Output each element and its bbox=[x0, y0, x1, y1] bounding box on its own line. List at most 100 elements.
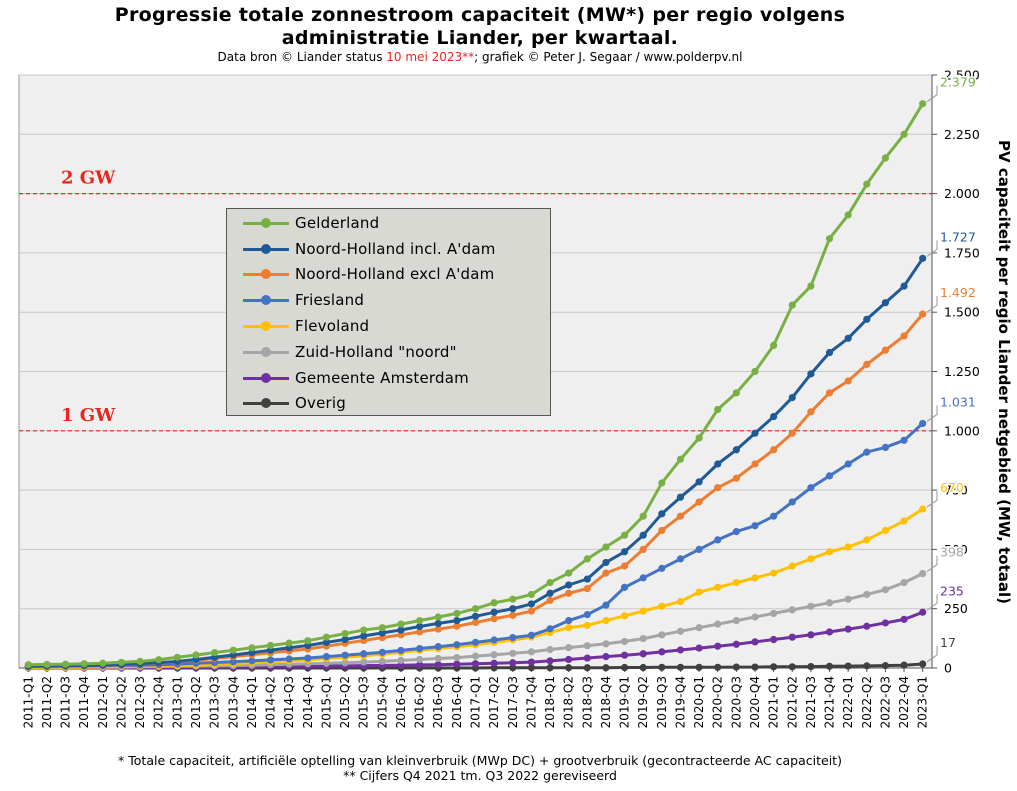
data-point bbox=[919, 419, 927, 428]
x-tick-label: 2021-Q1 bbox=[767, 676, 781, 728]
data-point bbox=[546, 596, 554, 604]
data-point bbox=[788, 301, 796, 309]
data-point bbox=[807, 370, 815, 378]
data-point bbox=[714, 536, 722, 544]
data-point bbox=[117, 658, 126, 666]
x-tick-label: 2021-Q2 bbox=[785, 676, 799, 728]
x-tick-label: 2022-Q1 bbox=[841, 676, 855, 728]
data-point bbox=[658, 631, 666, 639]
data-point bbox=[173, 653, 181, 661]
data-point bbox=[527, 658, 535, 666]
data-point bbox=[788, 562, 796, 570]
y-tick-label: 250 bbox=[944, 601, 968, 616]
data-point bbox=[658, 648, 666, 656]
data-point bbox=[863, 315, 871, 323]
data-point bbox=[602, 601, 610, 609]
data-point bbox=[583, 575, 591, 583]
end-label-leader bbox=[926, 491, 938, 508]
legend-marker-swatch bbox=[261, 346, 271, 357]
data-point bbox=[676, 555, 685, 563]
data-point bbox=[844, 460, 852, 468]
data-point bbox=[900, 130, 908, 138]
data-point bbox=[658, 510, 666, 518]
data-point bbox=[397, 626, 405, 634]
data-point bbox=[881, 619, 890, 627]
data-point bbox=[807, 484, 815, 492]
data-point bbox=[397, 620, 405, 628]
data-point bbox=[825, 599, 834, 607]
data-point bbox=[509, 634, 517, 642]
data-point bbox=[881, 662, 890, 670]
data-point bbox=[378, 657, 386, 665]
data-point bbox=[695, 644, 703, 652]
data-point bbox=[434, 619, 442, 628]
data-point bbox=[434, 613, 442, 621]
legend-symbol bbox=[243, 368, 289, 388]
x-tick-label: 2020-Q4 bbox=[748, 676, 762, 728]
data-point bbox=[397, 656, 405, 665]
data-point bbox=[676, 663, 685, 671]
data-point bbox=[583, 555, 591, 563]
x-tick-label: 2018-Q4 bbox=[599, 676, 613, 728]
data-point bbox=[620, 651, 629, 659]
data-point bbox=[751, 613, 759, 621]
data-point bbox=[471, 605, 480, 613]
x-tick-label: 2012-Q1 bbox=[96, 676, 110, 728]
data-point bbox=[695, 434, 703, 442]
data-point bbox=[602, 640, 610, 648]
data-point bbox=[565, 569, 573, 577]
x-tick-label: 2014-Q1 bbox=[245, 676, 259, 728]
y-tick-label: 2.500 bbox=[944, 68, 980, 83]
legend-symbol bbox=[243, 239, 289, 259]
legend-label: Noord-Holland incl. A'dam bbox=[295, 239, 496, 258]
data-point bbox=[546, 589, 554, 597]
data-point bbox=[43, 660, 51, 669]
data-point bbox=[639, 545, 647, 554]
data-point bbox=[490, 636, 498, 644]
data-point bbox=[620, 531, 629, 539]
x-tick-label: 2011-Q2 bbox=[40, 676, 54, 728]
end-label-leader bbox=[926, 85, 938, 103]
data-point bbox=[416, 655, 424, 664]
data-point bbox=[825, 389, 834, 397]
reference-label: 1 GW bbox=[61, 405, 116, 426]
x-tick-label: 2018-Q1 bbox=[543, 676, 557, 728]
data-point bbox=[434, 661, 442, 669]
x-tick-label: 2016-Q1 bbox=[394, 676, 408, 728]
x-tick-label: 2013-Q3 bbox=[208, 676, 222, 728]
data-point bbox=[714, 484, 722, 492]
data-point bbox=[807, 555, 815, 563]
data-point bbox=[360, 658, 368, 666]
chart-title-line2: administratie Liander, per kwartaal. bbox=[281, 27, 679, 49]
data-point bbox=[881, 586, 890, 594]
legend-marker-swatch bbox=[261, 372, 271, 383]
x-tick-label: 2011-Q3 bbox=[59, 676, 73, 728]
data-point bbox=[788, 393, 796, 402]
data-point bbox=[863, 536, 871, 544]
data-point bbox=[546, 579, 554, 587]
x-tick-label: 2018-Q3 bbox=[580, 676, 594, 728]
x-tick-label: 2020-Q2 bbox=[711, 676, 725, 728]
x-tick-label: 2017-Q1 bbox=[469, 676, 483, 728]
data-point bbox=[788, 633, 796, 641]
data-point bbox=[770, 446, 778, 454]
data-point bbox=[211, 648, 219, 657]
data-point bbox=[527, 648, 535, 656]
data-point bbox=[546, 664, 554, 672]
data-point bbox=[825, 548, 834, 556]
y-tick-label: 1.000 bbox=[944, 423, 980, 438]
data-point bbox=[229, 658, 237, 666]
data-point bbox=[620, 583, 629, 591]
data-point bbox=[565, 664, 573, 672]
data-point bbox=[732, 389, 740, 397]
y-tick-label: 0 bbox=[944, 661, 952, 676]
x-tick-label: 2016-Q2 bbox=[413, 676, 427, 728]
footnote-capacity: * Totale capaciteit, artificiële optelli… bbox=[118, 753, 842, 768]
data-point bbox=[602, 664, 610, 672]
data-point bbox=[266, 641, 275, 650]
footnote-revision: ** Cijfers Q4 2021 tm. Q3 2022 gerevisee… bbox=[343, 768, 617, 783]
data-point bbox=[360, 632, 368, 640]
data-point bbox=[751, 460, 759, 468]
x-tick-label: 2016-Q4 bbox=[450, 676, 464, 728]
data-point bbox=[900, 517, 908, 525]
